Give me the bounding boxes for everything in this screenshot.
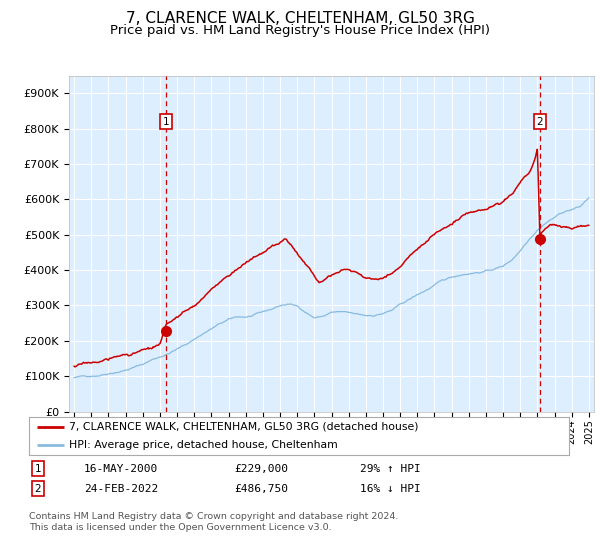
Text: 7, CLARENCE WALK, CHELTENHAM, GL50 3RG (detached house): 7, CLARENCE WALK, CHELTENHAM, GL50 3RG (… — [70, 422, 419, 432]
Text: Contains HM Land Registry data © Crown copyright and database right 2024.
This d: Contains HM Land Registry data © Crown c… — [29, 512, 398, 532]
Text: 7, CLARENCE WALK, CHELTENHAM, GL50 3RG: 7, CLARENCE WALK, CHELTENHAM, GL50 3RG — [125, 11, 475, 26]
Text: £229,000: £229,000 — [234, 464, 288, 474]
Text: 2: 2 — [34, 484, 41, 494]
Text: 2: 2 — [536, 116, 543, 127]
Text: £486,750: £486,750 — [234, 484, 288, 494]
Text: 1: 1 — [163, 116, 170, 127]
Text: 16% ↓ HPI: 16% ↓ HPI — [360, 484, 421, 494]
Text: 1: 1 — [34, 464, 41, 474]
Text: 16-MAY-2000: 16-MAY-2000 — [84, 464, 158, 474]
Text: 29% ↑ HPI: 29% ↑ HPI — [360, 464, 421, 474]
Text: Price paid vs. HM Land Registry's House Price Index (HPI): Price paid vs. HM Land Registry's House … — [110, 24, 490, 37]
Text: 24-FEB-2022: 24-FEB-2022 — [84, 484, 158, 494]
Text: HPI: Average price, detached house, Cheltenham: HPI: Average price, detached house, Chel… — [70, 440, 338, 450]
